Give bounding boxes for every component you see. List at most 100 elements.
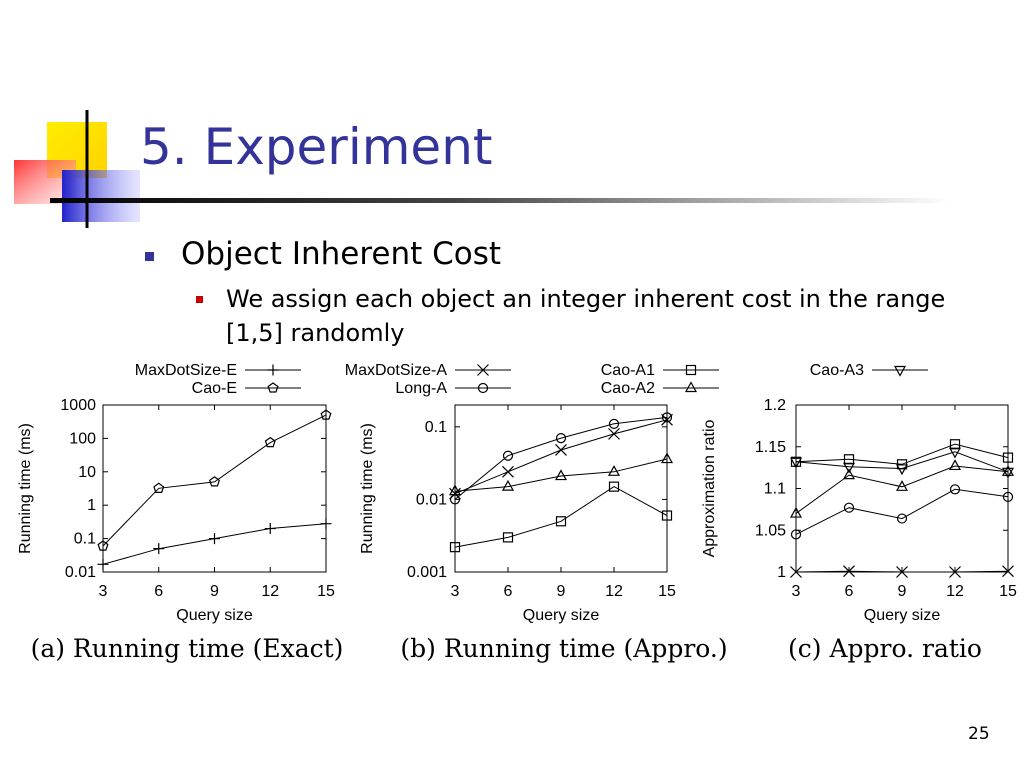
x-tick-label: 12 [261, 583, 279, 600]
y-tick-label: 1.2 [764, 397, 786, 414]
data-point-maxdotsize-e [320, 518, 332, 530]
series-line-cao-a1 [454, 486, 668, 548]
data-point-cao-a3 [1001, 467, 1015, 479]
data-point-cao-e [320, 409, 332, 420]
legend-label: Cao-A1 [601, 362, 655, 379]
data-point-cao-a2 [948, 459, 962, 471]
x-tick-label: 9 [557, 583, 566, 600]
bullet-marker [145, 252, 154, 261]
y-tick-label: 0.01 [416, 491, 447, 508]
data-point-maxdotsize-a [790, 566, 802, 578]
data-point-cao-a3 [948, 447, 962, 459]
title-underline [50, 198, 950, 203]
data-point-cao-e [97, 540, 109, 551]
title-decoration [14, 110, 140, 228]
legend-label: Cao-E [192, 380, 237, 397]
data-point-cao-a2 [895, 480, 909, 491]
x-tick-label: 15 [317, 583, 335, 600]
data-point-maxdotsize-a [1002, 565, 1014, 578]
data-point-maxdotsize-e [209, 533, 220, 545]
data-point-cao-a2 [501, 479, 515, 491]
y-tick-label: 1 [87, 497, 96, 514]
x-tick-label: 9 [210, 583, 219, 600]
data-point-cao-a2 [554, 469, 568, 481]
data-point-cao-e [264, 436, 276, 448]
data-point-long-a [608, 418, 620, 429]
data-point-maxdotsize-a [502, 465, 514, 478]
x-axis-label: Query size [864, 607, 941, 624]
data-point-long-a [502, 450, 514, 461]
y-axis-label: Running time (ms) [359, 423, 376, 554]
page-number: 25 [968, 724, 990, 744]
data-point-cao-a1 [555, 516, 567, 527]
legend-marker-cao-e [267, 382, 279, 393]
data-point-maxdotsize-a [661, 413, 673, 426]
legend-marker-cao-a1 [685, 364, 697, 376]
page-title: 5. Experiment [140, 118, 493, 176]
legend-label: MaxDotSize-A [345, 362, 448, 379]
y-tick-label: 1.15 [755, 439, 786, 456]
data-point-cao-a1 [449, 542, 461, 553]
series-line-cao-e [102, 414, 327, 547]
series-line-cao-a2 [795, 465, 1009, 514]
data-point-long-a [790, 529, 802, 540]
y-tick-label: 0.01 [65, 564, 96, 581]
deco-blue-square [62, 170, 140, 222]
x-tick-label: 6 [154, 583, 163, 600]
bullet-main-text: Object Inherent Cost [181, 236, 502, 272]
legend-marker-cao-a3 [893, 365, 907, 377]
x-axis-label: Query size [523, 607, 600, 624]
legend-marker-maxdotsize-e [267, 364, 279, 376]
y-tick-label: 100 [69, 430, 96, 447]
legend-marker-cao-a2 [684, 381, 698, 393]
data-point-cao-a1 [502, 532, 514, 543]
data-point-maxdotsize-a [949, 566, 961, 578]
data-point-cao-a2 [448, 484, 462, 496]
data-point-cao-a1 [1002, 452, 1014, 463]
x-tick-label: 9 [898, 583, 907, 600]
y-tick-label: 1.1 [764, 481, 786, 498]
y-tick-label: 0.1 [74, 531, 96, 548]
y-axis-label: Running time (ms) [17, 423, 34, 554]
legend-label: MaxDotSize-E [135, 362, 237, 379]
data-point-long-a [555, 432, 567, 444]
data-point-cao-a1 [608, 481, 620, 492]
data-point-cao-a2 [660, 452, 674, 464]
plot-frame-c [795, 404, 1009, 573]
data-point-cao-a3 [895, 464, 909, 476]
data-point-maxdotsize-e [97, 558, 109, 570]
series-line-long-a [795, 488, 1009, 535]
series-line-cao-a2 [454, 458, 668, 492]
x-tick-label: 12 [605, 583, 623, 600]
data-point-cao-a3 [842, 462, 856, 474]
data-point-cao-e [153, 482, 165, 493]
bullet-sub-text: We assign each object an integer inheren… [226, 285, 946, 347]
chart-caption-c: (c) Appro. ratio [788, 634, 982, 663]
chart-caption-b: (b) Running time (Appro.) [400, 634, 727, 663]
data-point-maxdotsize-e [264, 523, 276, 535]
series-line-cao-a3 [795, 451, 1009, 473]
data-point-maxdotsize-a [843, 565, 855, 578]
data-point-cao-a2 [607, 465, 621, 476]
data-point-maxdotsize-a [896, 566, 908, 578]
sub-bullet-marker [196, 296, 203, 303]
data-point-long-a [949, 484, 961, 495]
data-point-long-a [661, 412, 673, 423]
series-line-maxdotsize-a [454, 419, 668, 495]
data-point-cao-e [208, 476, 221, 487]
legend-label: Cao-A3 [810, 362, 864, 379]
data-point-maxdotsize-a [608, 427, 620, 440]
chart-caption-a: (a) Running time (Exact) [31, 634, 344, 663]
series-line-long-a [454, 416, 668, 500]
y-tick-label: 0.1 [425, 419, 447, 436]
legend-label: Long-A [395, 380, 447, 397]
y-tick-label: 1.05 [755, 522, 786, 539]
y-tick-label: 0.001 [407, 564, 447, 581]
x-tick-label: 6 [845, 583, 854, 600]
y-axis-label: Approximation ratio [701, 419, 718, 557]
data-point-long-a [896, 513, 908, 524]
x-tick-label: 6 [504, 583, 513, 600]
legend-marker-maxdotsize-a [477, 364, 489, 376]
x-tick-label: 3 [451, 583, 460, 600]
